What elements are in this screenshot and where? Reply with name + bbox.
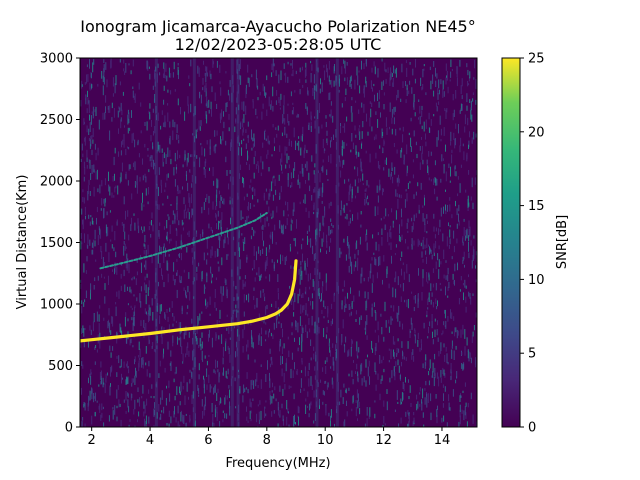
y-tick-label: 0 (65, 421, 73, 436)
plot-area (79, 57, 478, 428)
colorbar-tick-label: 5 (528, 347, 536, 362)
colorbar-gradient (501, 57, 521, 428)
x-tick-label: 2 (88, 433, 96, 448)
x-tick-label: 4 (146, 433, 154, 448)
y-tick-label: 1000 (40, 298, 73, 313)
y-tick-label: 3000 (40, 52, 73, 67)
colorbar-label: SNR[dB] (555, 215, 570, 269)
y-tick-label: 2000 (40, 175, 73, 190)
colorbar: 0 5 10 15 20 25 SNR[dB] (501, 52, 570, 436)
x-axis-label: Frequency(MHz) (225, 456, 330, 471)
colorbar-tick-label: 15 (528, 199, 545, 214)
echo-trace-primary-echo (80, 259, 298, 343)
y-tick-label: 500 (48, 359, 73, 374)
chart-subtitle: 12/02/2023-05:28:05 UTC (175, 35, 382, 54)
y-axis: 0 500 1000 1500 2000 2500 3000 (40, 52, 80, 436)
x-tick-label: 10 (317, 433, 334, 448)
colorbar-tick-label: 0 (528, 421, 536, 436)
heatmap-background (80, 58, 477, 427)
x-tick-label: 12 (375, 433, 392, 448)
x-tick-label: 14 (434, 433, 451, 448)
colorbar-tick-label: 10 (528, 273, 545, 288)
colorbar-ticks: 0 5 10 15 20 25 (520, 52, 545, 436)
echo-trace-second-hop-echo (99, 212, 268, 270)
chart-title: Ionogram Jicamarca-Ayacucho Polarization… (80, 17, 475, 36)
colorbar-tick-label: 25 (528, 52, 545, 67)
x-axis: 2 4 6 8 10 12 14 (88, 427, 451, 448)
y-tick-label: 2500 (40, 113, 73, 128)
x-tick-label: 8 (263, 433, 271, 448)
y-axis-label: Virtual Distance(Km) (15, 175, 30, 310)
x-tick-label: 6 (204, 433, 212, 448)
echo-traces (80, 212, 298, 343)
colorbar-tick-label: 20 (528, 125, 545, 140)
y-tick-label: 1500 (40, 236, 73, 251)
